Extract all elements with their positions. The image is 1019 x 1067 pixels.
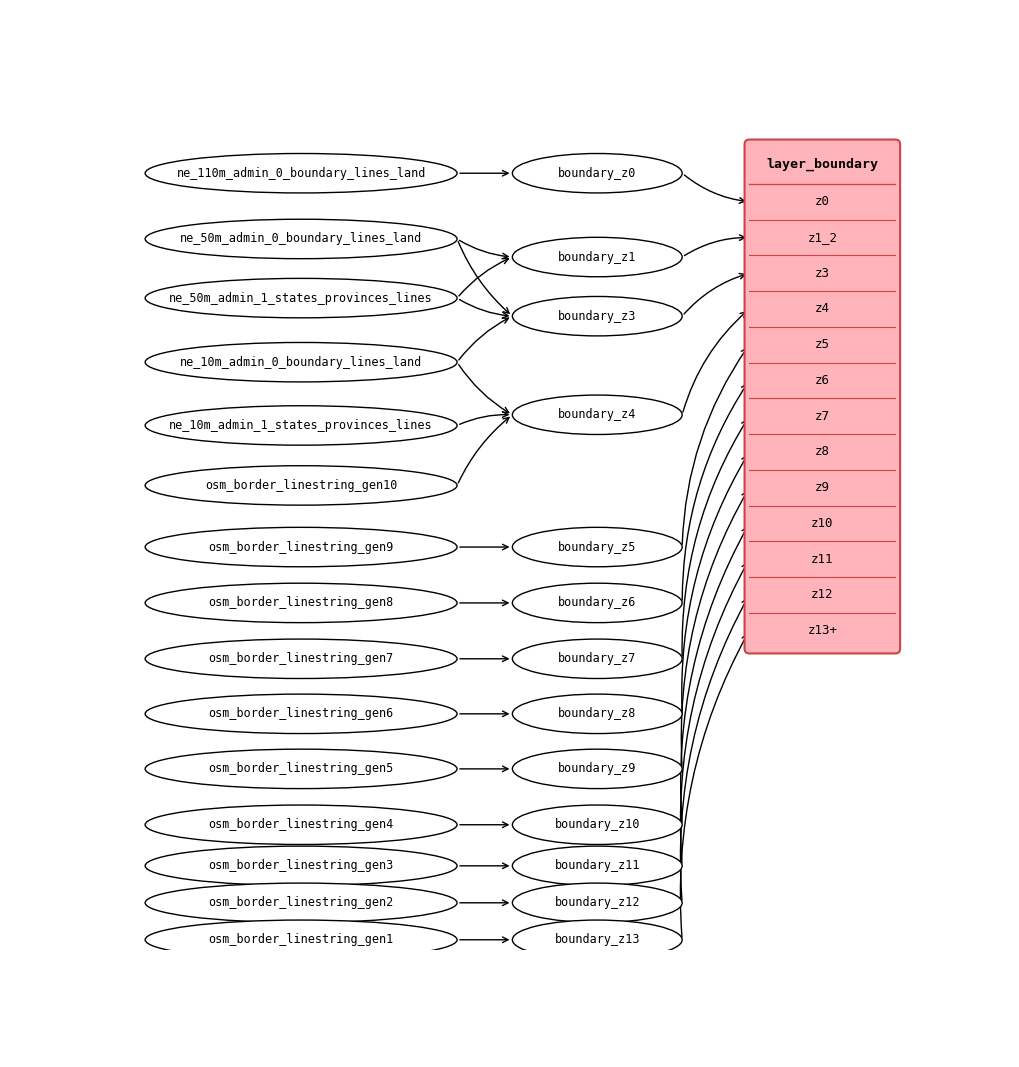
Text: z9: z9 [815, 481, 829, 494]
Text: z6: z6 [815, 373, 829, 387]
Text: z5: z5 [815, 338, 829, 351]
Ellipse shape [513, 639, 682, 679]
Text: ne_10m_admin_0_boundary_lines_land: ne_10m_admin_0_boundary_lines_land [180, 355, 422, 369]
Text: osm_border_linestring_gen3: osm_border_linestring_gen3 [209, 859, 393, 873]
Text: layer_boundary: layer_boundary [766, 158, 878, 171]
Ellipse shape [145, 749, 458, 789]
Ellipse shape [145, 584, 458, 623]
Ellipse shape [145, 343, 458, 382]
Ellipse shape [145, 805, 458, 844]
Ellipse shape [145, 883, 458, 923]
Ellipse shape [145, 846, 458, 886]
Text: boundary_z7: boundary_z7 [558, 652, 637, 666]
Text: osm_border_linestring_gen10: osm_border_linestring_gen10 [205, 479, 397, 492]
Text: ne_50m_admin_1_states_provinces_lines: ne_50m_admin_1_states_provinces_lines [169, 291, 433, 304]
Text: osm_border_linestring_gen2: osm_border_linestring_gen2 [209, 896, 393, 909]
Ellipse shape [513, 527, 682, 567]
Ellipse shape [513, 154, 682, 193]
Text: z0: z0 [815, 195, 829, 208]
Ellipse shape [513, 920, 682, 959]
Text: boundary_z9: boundary_z9 [558, 763, 637, 776]
Text: osm_border_linestring_gen7: osm_border_linestring_gen7 [209, 652, 393, 666]
Text: z4: z4 [815, 303, 829, 316]
Text: boundary_z6: boundary_z6 [558, 596, 637, 609]
Ellipse shape [513, 805, 682, 844]
Text: ne_10m_admin_1_states_provinces_lines: ne_10m_admin_1_states_provinces_lines [169, 419, 433, 432]
Text: z12: z12 [811, 588, 834, 602]
Ellipse shape [513, 237, 682, 276]
FancyBboxPatch shape [745, 140, 900, 653]
Ellipse shape [145, 695, 458, 733]
Ellipse shape [145, 219, 458, 258]
Ellipse shape [145, 920, 458, 959]
Ellipse shape [145, 278, 458, 318]
Text: z1_2: z1_2 [807, 232, 838, 244]
Text: ne_50m_admin_0_boundary_lines_land: ne_50m_admin_0_boundary_lines_land [180, 233, 422, 245]
Ellipse shape [513, 749, 682, 789]
Text: boundary_z10: boundary_z10 [554, 818, 640, 831]
Text: z10: z10 [811, 516, 834, 530]
Text: ne_110m_admin_0_boundary_lines_land: ne_110m_admin_0_boundary_lines_land [176, 166, 426, 179]
Text: osm_border_linestring_gen6: osm_border_linestring_gen6 [209, 707, 393, 720]
Text: boundary_z12: boundary_z12 [554, 896, 640, 909]
Text: osm_border_linestring_gen5: osm_border_linestring_gen5 [209, 763, 393, 776]
Text: boundary_z0: boundary_z0 [558, 166, 637, 179]
Ellipse shape [513, 695, 682, 733]
Ellipse shape [513, 297, 682, 336]
Ellipse shape [513, 395, 682, 434]
Text: osm_border_linestring_gen8: osm_border_linestring_gen8 [209, 596, 393, 609]
Ellipse shape [513, 584, 682, 623]
Text: boundary_z5: boundary_z5 [558, 541, 637, 554]
Text: osm_border_linestring_gen1: osm_border_linestring_gen1 [209, 934, 393, 946]
Ellipse shape [145, 639, 458, 679]
Text: boundary_z11: boundary_z11 [554, 859, 640, 873]
Text: boundary_z3: boundary_z3 [558, 309, 637, 322]
Text: z3: z3 [815, 267, 829, 280]
Text: boundary_z1: boundary_z1 [558, 251, 637, 264]
Text: boundary_z13: boundary_z13 [554, 934, 640, 946]
Text: boundary_z8: boundary_z8 [558, 707, 637, 720]
Text: z7: z7 [815, 410, 829, 423]
Text: z11: z11 [811, 553, 834, 566]
Text: boundary_z4: boundary_z4 [558, 409, 637, 421]
Text: osm_border_linestring_gen4: osm_border_linestring_gen4 [209, 818, 393, 831]
Text: osm_border_linestring_gen9: osm_border_linestring_gen9 [209, 541, 393, 554]
Ellipse shape [145, 154, 458, 193]
Text: z8: z8 [815, 445, 829, 459]
Ellipse shape [145, 405, 458, 445]
Ellipse shape [513, 883, 682, 923]
Ellipse shape [145, 465, 458, 505]
Ellipse shape [145, 527, 458, 567]
Ellipse shape [513, 846, 682, 886]
Text: z13+: z13+ [807, 624, 838, 637]
